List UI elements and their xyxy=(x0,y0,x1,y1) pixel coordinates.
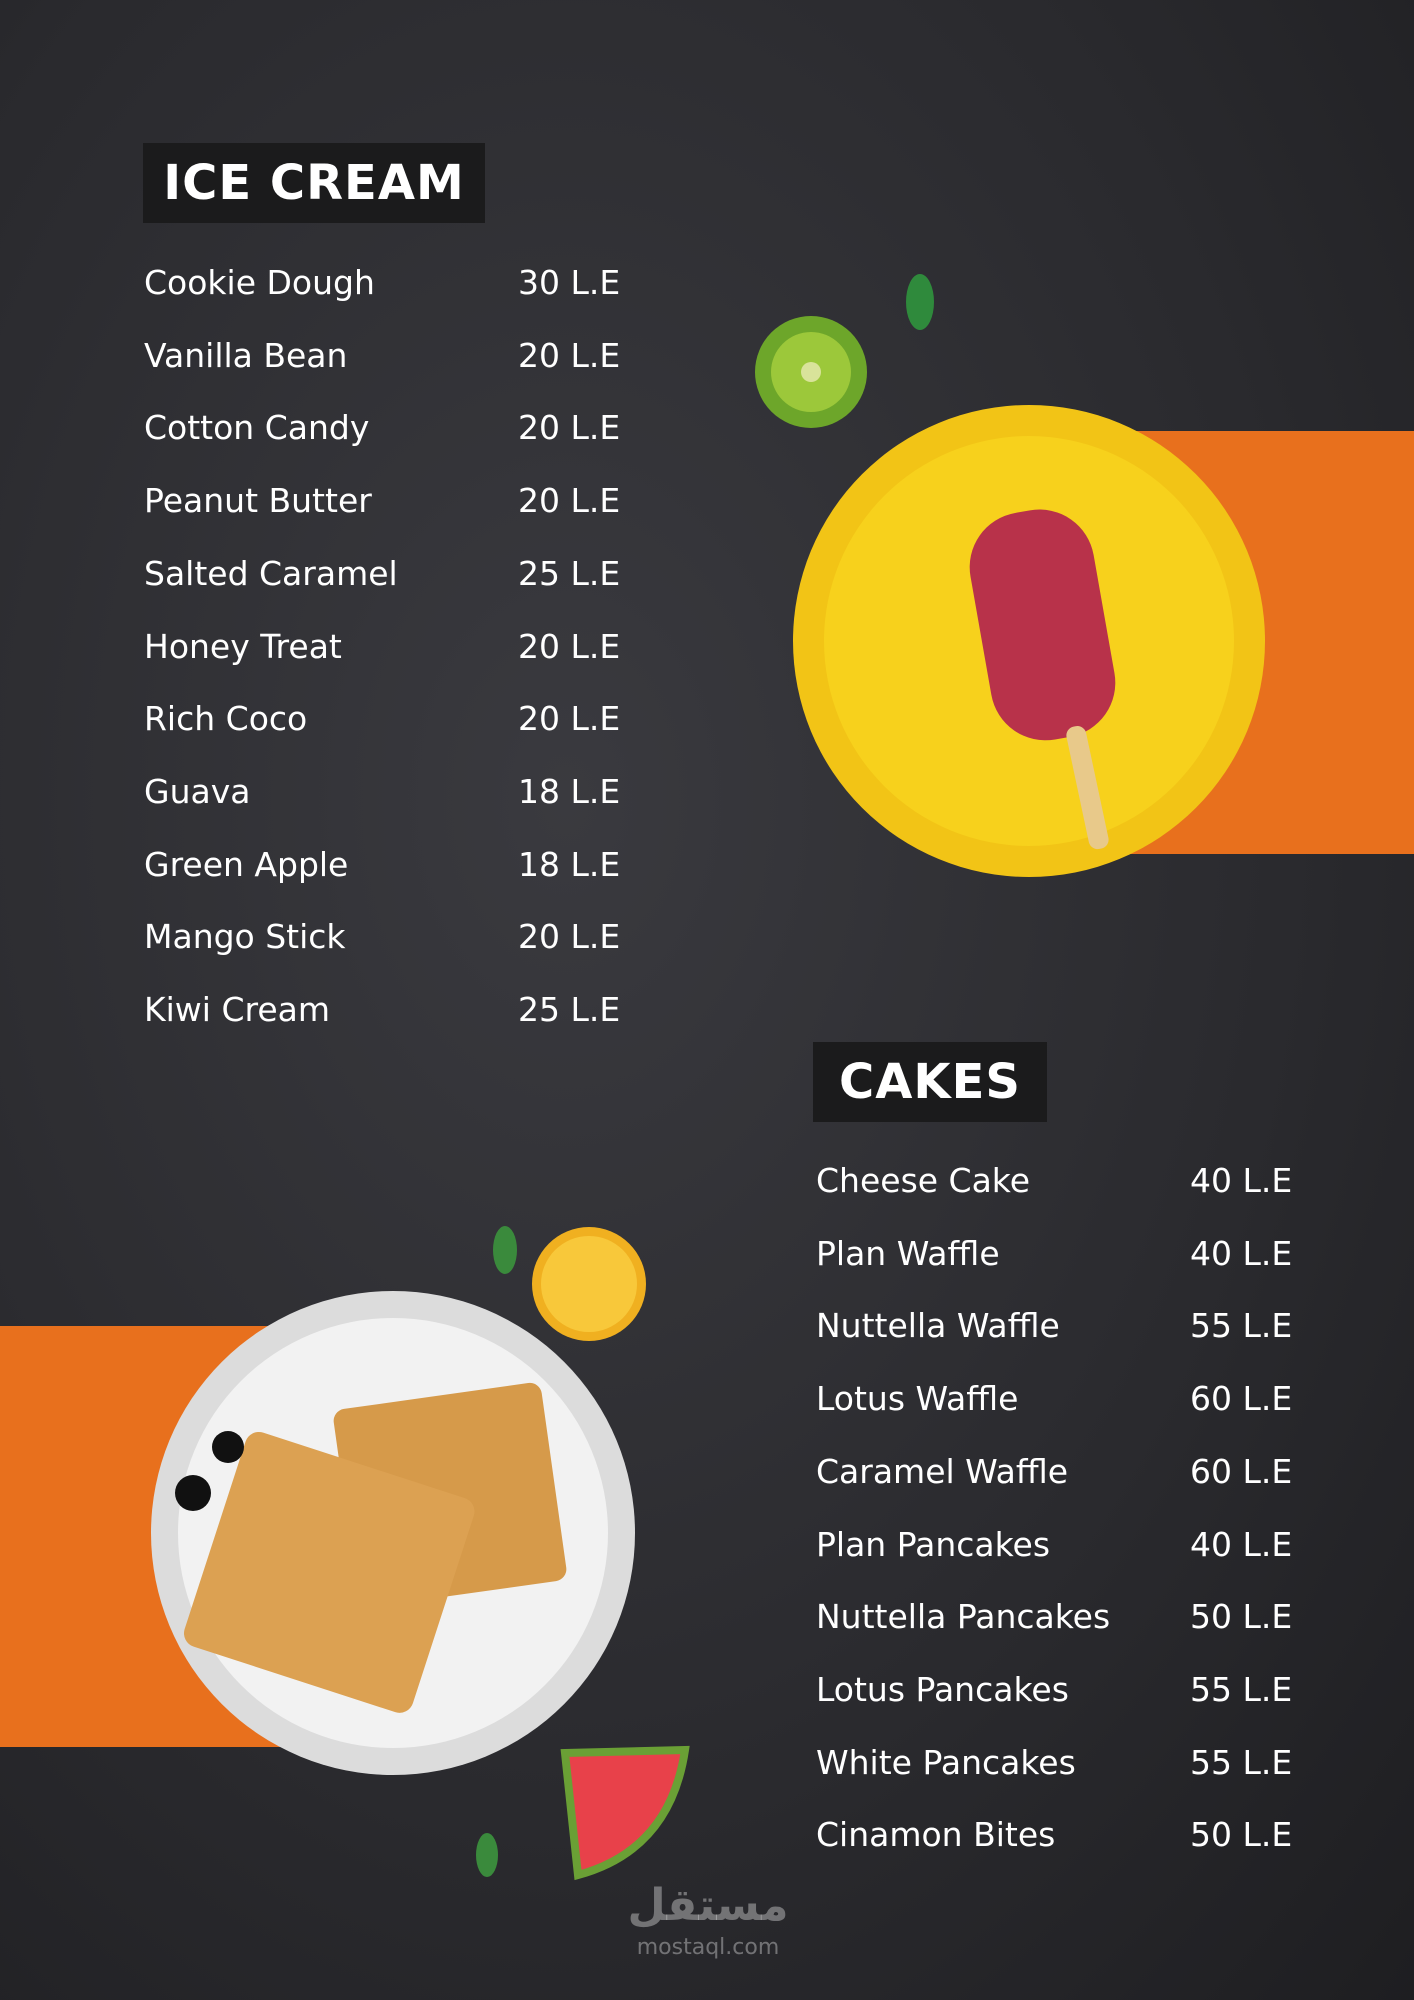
item-price: 40 L.E xyxy=(1190,1161,1293,1200)
item-name: Cheese Cake xyxy=(816,1161,1031,1200)
item-name: Peanut Butter xyxy=(144,481,372,521)
item-name: Caramel Waffle xyxy=(816,1451,1069,1491)
item-price: 55 L.E xyxy=(1190,1742,1293,1782)
item-name: Cinamon Bites xyxy=(816,1815,1056,1855)
item-name: Plan Pancakes xyxy=(816,1524,1051,1564)
item-name: Vanilla Bean xyxy=(144,335,348,375)
section-title: CAKES xyxy=(813,1042,1047,1122)
item-name: Kiwi Cream xyxy=(144,990,331,1029)
item-price: 40 L.E xyxy=(1190,1524,1293,1564)
item-name: White Pancakes xyxy=(816,1742,1076,1782)
item-price: 25 L.E xyxy=(518,990,621,1029)
item-name: Mango Stick xyxy=(144,917,346,957)
item-price: 30 L.E xyxy=(518,263,621,302)
item-price: 18 L.E xyxy=(518,771,621,811)
item-name: Honey Treat xyxy=(144,626,342,666)
item-name: Cookie Dough xyxy=(144,263,375,302)
item-name: Green Apple xyxy=(144,844,349,884)
item-name: Plan Waffle xyxy=(816,1233,1000,1273)
item-price: 20 L.E xyxy=(518,481,621,521)
item-price: 50 L.E xyxy=(1190,1597,1293,1637)
item-price: 60 L.E xyxy=(1190,1379,1293,1419)
item-price: 55 L.E xyxy=(1190,1669,1293,1709)
item-name: Salted Caramel xyxy=(144,553,398,593)
item-name: Rich Coco xyxy=(144,699,308,739)
watermark-site: mostaql.com xyxy=(636,1935,780,1960)
watermark-logo: مستقل xyxy=(627,1880,789,1931)
item-price: 60 L.E xyxy=(1190,1451,1293,1491)
item-name: Cotton Candy xyxy=(144,408,370,448)
item-name: Guava xyxy=(144,771,251,811)
item-price: 20 L.E xyxy=(518,408,621,448)
item-price: 55 L.E xyxy=(1190,1306,1293,1346)
item-price: 25 L.E xyxy=(518,553,621,593)
item-name: Nuttella Waffle xyxy=(816,1306,1060,1346)
item-price: 50 L.E xyxy=(1190,1815,1293,1855)
item-name: Lotus Pancakes xyxy=(816,1669,1069,1709)
item-price: 20 L.E xyxy=(518,626,621,666)
item-name: Nuttella Pancakes xyxy=(816,1597,1111,1637)
item-price: 20 L.E xyxy=(518,699,621,739)
section-title: ICE CREAM xyxy=(143,143,485,223)
item-price: 20 L.E xyxy=(518,917,621,957)
item-price: 20 L.E xyxy=(518,335,621,375)
item-name: Lotus Waffle xyxy=(816,1379,1019,1419)
item-price: 18 L.E xyxy=(518,844,621,884)
item-price: 40 L.E xyxy=(1190,1233,1293,1273)
